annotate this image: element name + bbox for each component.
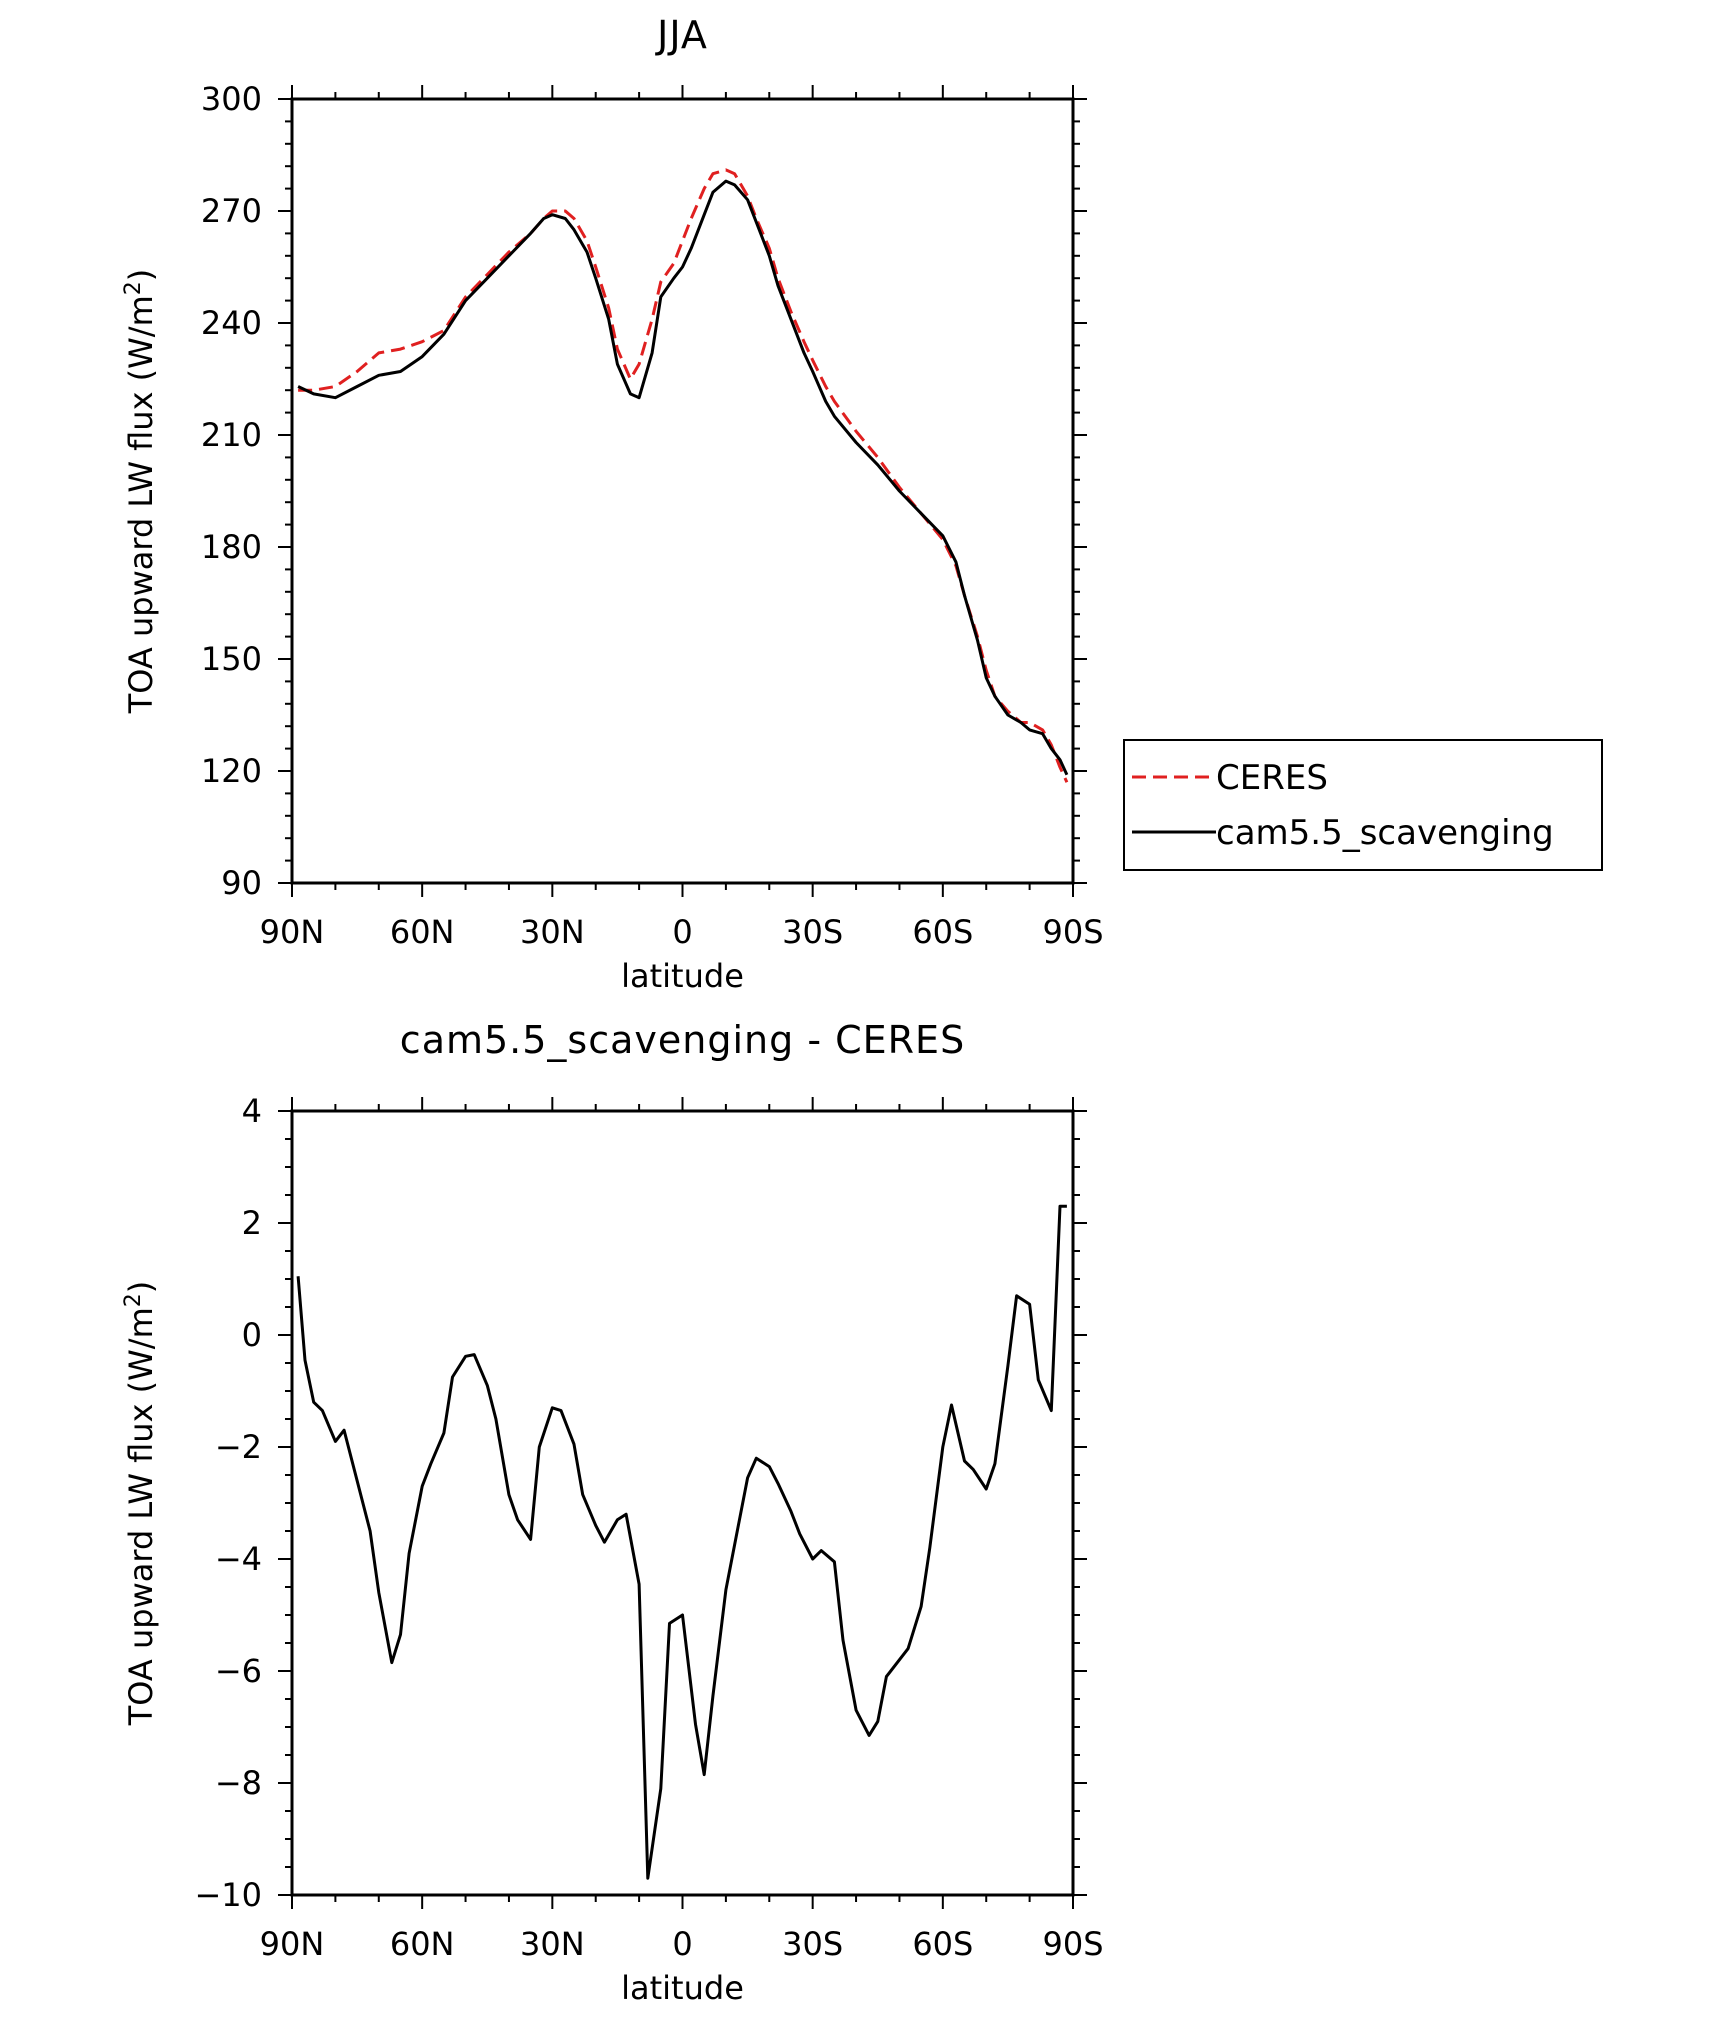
- x-tick-label: 90N: [260, 913, 325, 951]
- x-tick-label: 60S: [912, 1925, 973, 1963]
- x-tick-label: 0: [672, 1925, 692, 1963]
- x-tick-label: 60S: [912, 913, 973, 951]
- plot-frame: [290, 97, 1075, 885]
- y-tick-label: 4: [242, 1092, 262, 1130]
- y-axis-label: TOA upward LW flux (W/m2): [121, 1281, 160, 1727]
- series-line-ceres: [298, 168, 1069, 783]
- x-tick-label: 90S: [1042, 1925, 1103, 1963]
- legend-label: cam5.5_scavenging: [1216, 813, 1554, 853]
- x-axis-label: latitude: [621, 1969, 744, 2007]
- x-tick-label: 90N: [260, 1925, 325, 1963]
- x-tick-label: 30N: [520, 1925, 585, 1963]
- y-axis-label-superscript: 2: [121, 1293, 146, 1307]
- x-tick-label: 30S: [782, 1925, 843, 1963]
- y-axis-label-superscript: 2: [121, 281, 146, 295]
- chart-title: cam5.5_scavenging - CERES: [400, 1018, 965, 1062]
- top-panel: JJA 90N 60N 30N 0 30S 60S 90S 90 120 150 180 210 240 2…: [121, 13, 1603, 995]
- bottom-panel: cam5.5_scavenging - CERES 90N 60N 30N 0 30S 60…: [121, 1018, 1104, 2007]
- chart-title: JJA: [655, 13, 708, 57]
- y-tick-label: 150: [201, 640, 262, 678]
- legend-box: [1123, 739, 1603, 871]
- y-tick-label: −4: [215, 1540, 262, 1578]
- y-axis-label-main: TOA upward LW flux (W/m: [122, 295, 160, 714]
- x-axis-label: latitude: [621, 957, 744, 995]
- x-tick-label: 60N: [390, 913, 455, 951]
- x-tick-label: 30N: [520, 913, 585, 951]
- y-tick-label: 270: [201, 192, 262, 230]
- plot-frame: [290, 1109, 1075, 1897]
- y-tick-label: −6: [215, 1652, 262, 1690]
- y-tick-label: 240: [201, 304, 262, 342]
- y-tick-label: 300: [201, 80, 262, 118]
- series-line-cam5-5-scavenging: [297, 179, 1069, 776]
- y-axis-label: TOA upward LW flux (W/m2): [121, 269, 160, 715]
- y-tick-label: 0: [242, 1316, 262, 1354]
- series-line-difference: [296, 1204, 1067, 1880]
- x-tick-label: 90S: [1042, 913, 1103, 951]
- y-tick-label: −8: [215, 1764, 262, 1802]
- y-tick-label: 90: [221, 864, 262, 902]
- y-tick-label: 210: [201, 416, 262, 454]
- y-axis-label-close: ): [122, 269, 160, 281]
- y-tick-label: −10: [194, 1876, 262, 1914]
- legend-label: CERES: [1216, 758, 1328, 798]
- y-tick-label: 180: [201, 528, 262, 566]
- y-tick-label: −2: [215, 1428, 262, 1466]
- y-axis-label-close: ): [122, 1281, 160, 1293]
- x-tick-label: 0: [672, 913, 692, 951]
- y-tick-label: 120: [201, 752, 262, 790]
- y-axis-label-main: TOA upward LW flux (W/m: [122, 1307, 160, 1726]
- y-tick-label: 2: [242, 1204, 262, 1242]
- x-tick-label: 60N: [390, 1925, 455, 1963]
- x-tick-label: 30S: [782, 913, 843, 951]
